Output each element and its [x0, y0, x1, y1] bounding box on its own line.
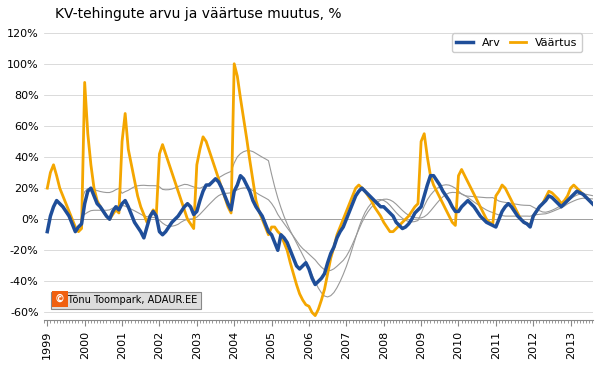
- Text: KV-tehingute arvu ja väärtuse muutus, %: KV-tehingute arvu ja väärtuse muutus, %: [55, 7, 341, 21]
- Text: © Tõnu Toompark, ADAUR.EE: © Tõnu Toompark, ADAUR.EE: [55, 295, 197, 306]
- Text: ©: ©: [55, 294, 65, 304]
- Legend: Arv, Väärtus: Arv, Väärtus: [452, 33, 582, 52]
